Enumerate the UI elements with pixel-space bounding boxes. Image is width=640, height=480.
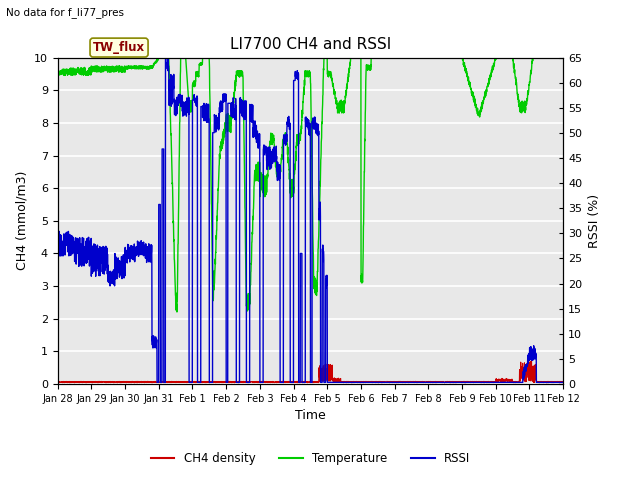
Y-axis label: RSSI (%): RSSI (%) xyxy=(588,194,601,248)
Text: No data for f_li77_pres: No data for f_li77_pres xyxy=(6,7,124,18)
Legend: CH4 density, Temperature, RSSI: CH4 density, Temperature, RSSI xyxy=(146,447,475,469)
Title: LI7700 CH4 and RSSI: LI7700 CH4 and RSSI xyxy=(230,37,391,52)
Text: TW_flux: TW_flux xyxy=(93,41,145,54)
Y-axis label: CH4 (mmol/m3): CH4 (mmol/m3) xyxy=(15,171,28,271)
X-axis label: Time: Time xyxy=(295,409,326,422)
